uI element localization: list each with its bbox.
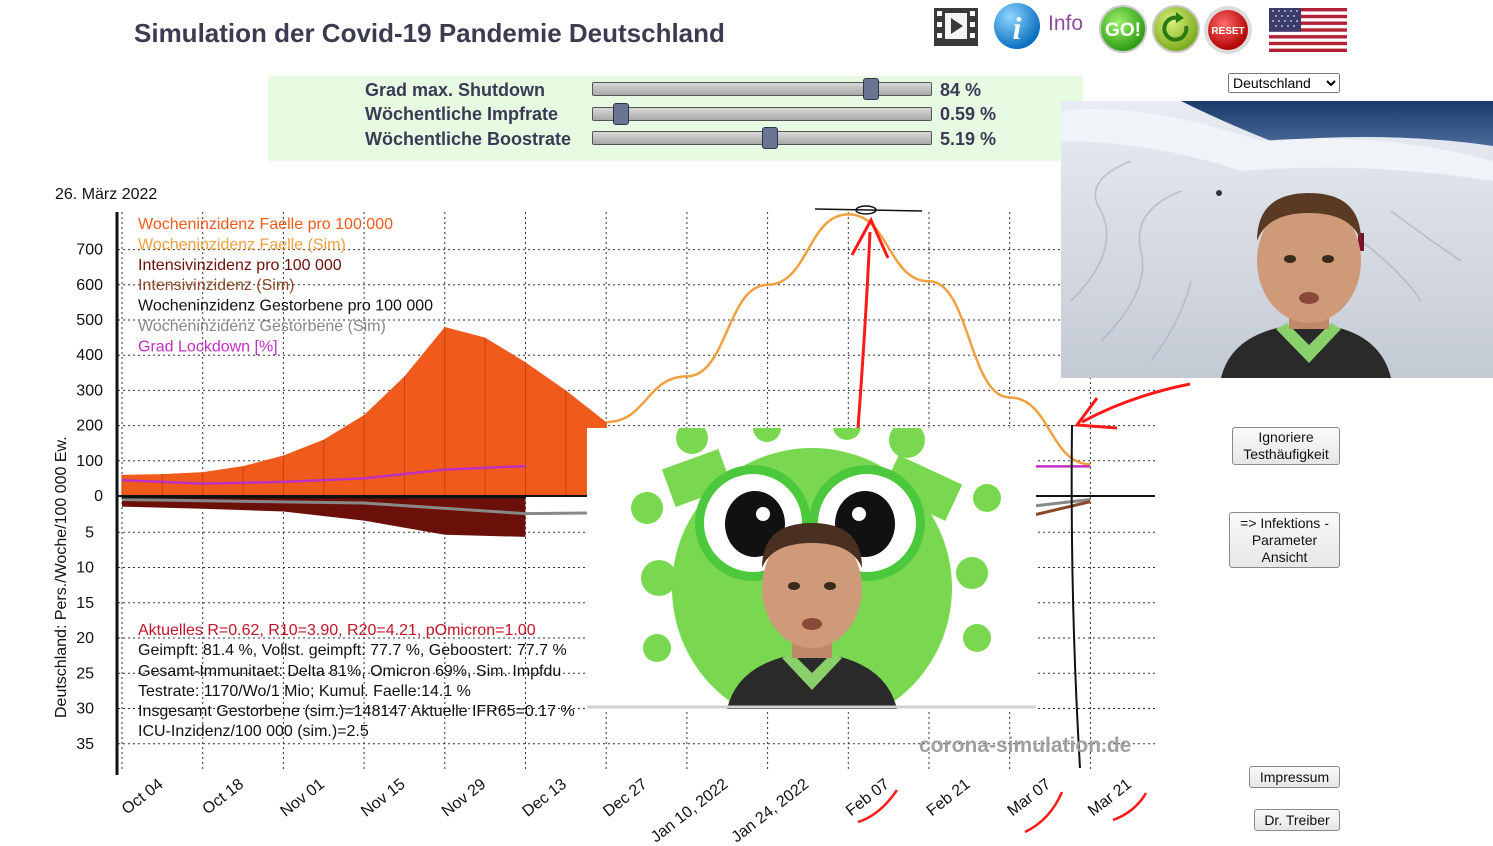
stats-line-vaccination: Geimpft: 81.4 %, Vollst. geimpft: 77.7 %… (138, 642, 567, 660)
region-select[interactable]: Deutschland (1228, 73, 1340, 93)
vaccination-slider-thumb[interactable] (613, 103, 630, 125)
chart-legend: Wocheninzidenz Faelle pro 100 000 Wocheni… (138, 216, 433, 355)
ignore-test-frequency-button[interactable]: Ignoriere Testhäufigkeit (1232, 427, 1340, 465)
annotation-peak-mark (814, 208, 923, 212)
mascot-eyes (695, 465, 925, 581)
y-tick-label: 300 (76, 382, 103, 399)
y-tick-label: 400 (76, 347, 103, 364)
legend-entry: Wocheninzidenz Gestorbene pro 100 000 (138, 298, 433, 315)
shutdown-slider[interactable] (592, 78, 932, 100)
y-tick-label: 0 (94, 488, 103, 505)
stats-line-testrate: Testrate: 1170/Wo/1 Mio; Kumul. Faelle:1… (138, 682, 471, 700)
virus-mascot-overlay (587, 428, 1036, 709)
annotation-arrowhead-current (1074, 397, 1118, 430)
legend-entry: Wocheninzidenz Faelle pro 100 000 (138, 216, 393, 233)
simulation-stats: Aktuelles R=0.62, R10=3.90, R20=4.21, pO… (138, 621, 575, 743)
vaccination-slider-label: Wöchentliche Impfrate (365, 104, 559, 124)
info-icon[interactable]: i (993, 1, 1041, 56)
booster-slider-thumb[interactable] (761, 127, 778, 149)
us-flag-icon[interactable] (1269, 8, 1347, 57)
x-tick-label: Nov 01 (277, 776, 327, 821)
x-tick-label: Jan 24, 2022 (729, 776, 812, 846)
refresh-icon[interactable] (1151, 4, 1201, 59)
x-tick-label: Nov 15 (358, 776, 408, 821)
y-tick-label: 700 (76, 242, 103, 259)
video-icon[interactable] (932, 4, 980, 55)
shutdown-slider-label: Grad max. Shutdown (365, 80, 546, 100)
y-tick-label: 30 (76, 701, 94, 718)
author-button[interactable]: Dr. Treiber (1254, 809, 1340, 831)
impressum-button[interactable]: Impressum (1249, 766, 1340, 788)
y-tick-label: 35 (76, 736, 94, 753)
infection-view-label-3: Ansicht (1261, 548, 1308, 565)
annotation-peak-circle (855, 205, 877, 215)
x-tick-label: Dec 27 (600, 776, 650, 821)
y-tick-label: 15 (76, 595, 94, 612)
shutdown-slider-thumb[interactable] (863, 78, 880, 100)
legend-entry: Intensivinzidenz (Sim) (138, 277, 295, 294)
y-tick-label: 10 (76, 560, 94, 577)
annotation-underline-mar07 (1024, 791, 1064, 834)
annotation-arrowhead-peak (850, 216, 890, 259)
ignore-test-label-2: Testhäufigkeit (1243, 446, 1329, 462)
legend-entry: Wocheninzidenz Gestorbene (Sim) (138, 318, 386, 335)
stats-line-immunity: Gesamt-Immunitaet: Delta 81%, Omicron 69… (138, 662, 562, 680)
y-tick-label: 500 (76, 312, 103, 329)
stats-line-icu: ICU-Inzidenz/100 000 (sim.)=2.5 (138, 723, 369, 741)
y-tick-label: 100 (76, 453, 103, 470)
x-tick-label: Dec 13 (520, 776, 570, 821)
x-tick-label: Jan 10, 2022 (648, 776, 731, 846)
lockdown-line (121, 464, 526, 485)
vaccination-slider[interactable] (592, 103, 932, 125)
x-tick-label: Feb 21 (924, 776, 974, 820)
annotation-underline-mar21 (1112, 792, 1148, 822)
annotation-arrow-peak (856, 231, 872, 429)
go-label: GO! (1105, 20, 1141, 41)
sim-cases-line (606, 213, 1091, 466)
booster-slider[interactable] (592, 127, 932, 149)
presenter-video (727, 523, 897, 709)
info-link[interactable]: Info (1048, 12, 1084, 35)
y-tick-label: 600 (76, 277, 103, 294)
shutdown-slider-value: 84 % (940, 80, 982, 100)
y-tick-label: 5 (85, 524, 94, 541)
infection-parameter-view-button[interactable]: => Infektions - Parameter Ansicht (1229, 512, 1340, 568)
stats-line-r-value: Aktuelles R=0.62, R10=3.90, R20=4.21, pO… (138, 622, 536, 639)
reset-button[interactable]: RESET (1202, 4, 1254, 61)
infection-view-label-1: => Infektions - (1240, 514, 1329, 531)
x-tick-label: Oct 04 (119, 776, 167, 818)
ignore-test-label-1: Ignoriere (1258, 429, 1314, 445)
booster-slider-value: 5.19 % (940, 129, 997, 149)
current-date: 26. März 2022 (55, 186, 158, 203)
y-tick-label: 200 (76, 418, 103, 435)
infection-view-label-2: Parameter (1251, 531, 1318, 548)
x-tick-label: Oct 18 (200, 776, 248, 818)
stats-line-deaths: Insgesamt Gestorbene (sim.)=148147 Aktue… (138, 703, 575, 721)
presenter-webcam (1061, 101, 1493, 378)
legend-entry: Intensivinzidenz pro 100 000 (138, 257, 342, 274)
x-tick-label: Feb 07 (843, 776, 893, 820)
site-watermark: corona-simulation.de (919, 734, 1132, 757)
go-button[interactable]: GO! (1098, 4, 1148, 59)
reset-label: RESET (1211, 26, 1244, 37)
x-tick-label: Nov 29 (439, 776, 489, 821)
y-tick-label: 20 (76, 630, 94, 647)
page-title: Simulation der Covid-19 Pandemie Deutsch… (134, 18, 725, 48)
legend-entry: Grad Lockdown [%] (138, 338, 278, 355)
legend-entry: Wocheninzidenz Faelle (Sim) (138, 236, 346, 253)
vaccination-slider-value: 0.59 % (940, 104, 997, 124)
booster-slider-label: Wöchentliche Boostrate (365, 129, 572, 149)
slider-panel: Grad max. Shutdown 84 % Wöchentliche Imp… (268, 76, 1083, 161)
x-tick-label: Mar 07 (1004, 776, 1054, 820)
deaths-sim-line (121, 498, 1091, 516)
annotation-underline-feb07 (857, 789, 899, 824)
y-tick-label: 25 (76, 665, 94, 682)
svg-text:i: i (1013, 10, 1022, 46)
annotation-arrow-current (1081, 382, 1191, 424)
y-axis-label: Deutschland: Pers./Woche/100 000 Ew. (53, 436, 70, 718)
current-date-marker (1070, 424, 1081, 769)
